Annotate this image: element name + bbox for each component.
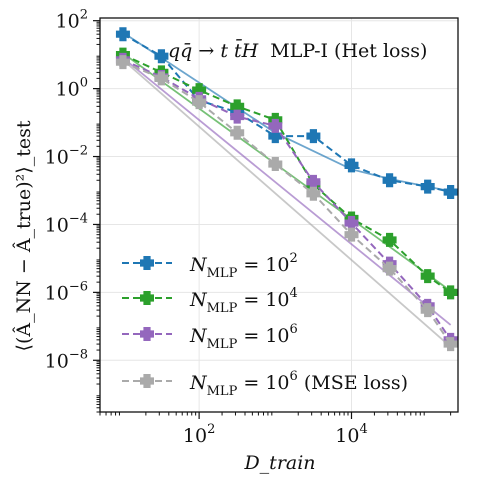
legend-suffix: (MSE loss) <box>298 372 408 394</box>
data-point <box>382 261 397 276</box>
y-tick-base: 10 <box>56 79 80 101</box>
data-point <box>154 49 169 64</box>
y-tick-exponent: 2 <box>80 8 88 23</box>
legend-subscript: MLP <box>207 384 238 399</box>
legend-marker <box>140 374 154 388</box>
legend-marker <box>140 291 154 305</box>
y-tick-exponent: −8 <box>69 347 88 362</box>
legend-relation: = 10 <box>237 325 289 347</box>
y-tick-label: 102 <box>56 8 88 33</box>
legend-item: NMLP = 104 <box>122 286 298 316</box>
y-tick-label: 10−6 <box>45 279 88 304</box>
data-point <box>443 337 458 352</box>
data-point <box>443 185 458 200</box>
x-tick-base: 10 <box>335 425 359 447</box>
legend-relation: = 10 <box>237 254 289 276</box>
x-axis-label: D_train <box>243 452 315 474</box>
legend-item: NMLP = 102 <box>122 251 298 281</box>
data-point <box>382 232 397 247</box>
legend-marker <box>140 256 154 270</box>
legend-exponent: 6 <box>290 322 298 337</box>
data-point <box>154 71 169 86</box>
data-point <box>420 179 435 194</box>
legend-relation: = 10 <box>237 289 289 311</box>
legend-exponent: 2 <box>290 251 298 266</box>
data-point <box>192 95 207 110</box>
data-point <box>268 157 283 172</box>
legend-symbol: N <box>189 289 208 311</box>
legend-exponent: 6 <box>290 369 298 384</box>
data-point <box>230 109 245 124</box>
x-ticks: 102 104 <box>99 412 452 447</box>
fit-line <box>122 59 452 348</box>
legend-symbol: N <box>189 372 208 394</box>
legend-item: NMLP = 106 <box>122 322 298 352</box>
annotation-process: qq̄ → t t̄H <box>168 38 259 62</box>
legend-subscript: MLP <box>207 301 238 316</box>
data-point <box>306 186 321 201</box>
y-tick-exponent: 0 <box>80 76 88 91</box>
legend-label: NMLP = 104 <box>189 286 298 316</box>
y-tick-label: 10−4 <box>45 211 88 236</box>
legend-relation: = 10 <box>237 372 289 394</box>
fit-line <box>122 57 452 326</box>
series-line <box>122 58 452 341</box>
y-tick-base: 10 <box>45 282 69 304</box>
data-series <box>115 27 458 352</box>
legend-subscript: MLP <box>207 337 238 352</box>
data-point <box>420 269 435 284</box>
y-tick-label: 10−8 <box>45 347 88 372</box>
y-tick-exponent: −2 <box>69 144 88 159</box>
x-tick-label: 102 <box>183 422 215 447</box>
legend-exponent: 4 <box>290 286 298 301</box>
x-tick-exponent: 4 <box>359 422 367 437</box>
x-axis-label-text: D_train <box>243 452 315 474</box>
data-point <box>230 125 245 140</box>
data-point <box>306 174 321 189</box>
y-tick-base: 10 <box>45 214 69 236</box>
annotation-model: MLP-I (Het loss) <box>270 40 427 62</box>
y-tick-base: 10 <box>45 147 69 169</box>
data-point <box>382 173 397 188</box>
data-point <box>115 55 130 70</box>
legend-item: NMLP = 106 (MSE loss) <box>122 369 408 399</box>
y-tick-label: 10−2 <box>45 144 88 169</box>
series-group <box>115 55 458 352</box>
x-tick-base: 10 <box>183 425 207 447</box>
data-point <box>344 158 359 173</box>
plot-frame <box>99 17 459 413</box>
y-tick-exponent: −6 <box>69 279 88 294</box>
series-line <box>122 61 452 345</box>
y-tick-base: 10 <box>45 350 69 372</box>
legend-subscript: MLP <box>207 266 238 281</box>
legend-symbol: N <box>189 325 208 347</box>
legend-symbol: N <box>189 254 208 276</box>
data-point <box>443 285 458 300</box>
data-point <box>420 303 435 318</box>
data-point <box>268 118 283 133</box>
legend-label: NMLP = 106 <box>189 322 298 352</box>
series-line <box>122 33 451 194</box>
legend-label: NMLP = 106 (MSE loss) <box>189 369 408 399</box>
y-tick-exponent: −4 <box>69 211 88 226</box>
legend-marker <box>140 327 154 341</box>
chart-annotation: qq̄ → t t̄H MLP-I (Het loss) <box>168 38 427 62</box>
data-point <box>306 129 321 144</box>
y-tick-label: 100 <box>56 76 88 101</box>
y-tick-base: 10 <box>56 11 80 33</box>
x-tick-exponent: 2 <box>207 422 215 437</box>
data-point <box>344 216 359 231</box>
data-point <box>115 27 130 42</box>
legend-label: NMLP = 102 <box>189 251 298 281</box>
x-tick-label: 104 <box>335 422 367 447</box>
data-point <box>344 227 359 242</box>
y-axis-label: ⟨(Â_NN − Â_true)²⟩_test <box>12 120 35 351</box>
